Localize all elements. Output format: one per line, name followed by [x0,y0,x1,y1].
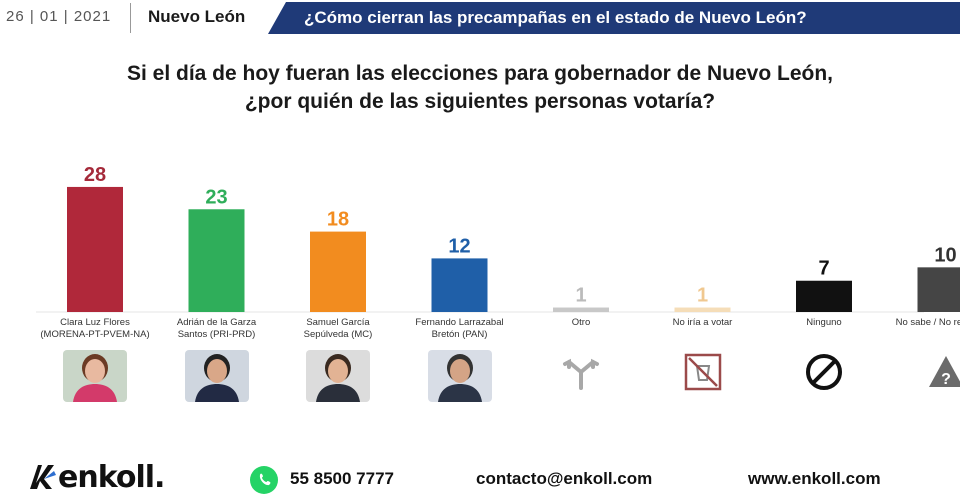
category-label-2: Samuel García Sepúlveda (MC) [278,317,398,341]
photo-clara-luz [63,350,127,402]
category-label-5-line-0: No iría a votar [672,317,733,328]
enkoll-mark-icon [28,463,58,491]
bar-1 [188,209,245,312]
photo-fernando-larrazabal [427,350,492,402]
brand-logo: enkoll. [28,460,165,495]
category-label-4: Otro [521,317,641,329]
contact-email[interactable]: contacto@enkoll.com [476,469,653,488]
no-vote-icon [683,352,723,397]
category-label-3-line-0: Fernando Larrazabal [415,317,504,328]
date-label: 26 | 01 | 2021 [6,8,112,25]
question-banner: ¿Cómo cierran las precampañas en el esta… [268,2,960,34]
category-label-1-line-1: Santos (PRI-PRD) [177,329,256,340]
chart-title-line-2: ¿por quién de las siguientes personas vo… [244,90,716,113]
question-banner-text: ¿Cómo cierran las precampañas en el esta… [304,8,807,27]
bar-value-label-6: 7 [818,258,829,280]
category-label-0: Clara Luz Flores (MORENA-PT-PVEM-NA) [35,317,155,341]
category-label-3-line-1: Bretón (PAN) [431,329,488,340]
category-label-2-line-0: Samuel García [306,317,370,328]
chart-title: Si el día de hoy fueran las elecciones p… [0,60,960,116]
question-warning-icon: ? [926,352,960,397]
bar-value-label-0: 28 [84,164,106,186]
bar-7 [917,267,960,312]
chart-title-line-1: Si el día de hoy fueran las elecciones p… [126,62,834,85]
category-label-4-line-0: Otro [571,317,591,328]
bar-value-label-7: 10 [934,244,956,266]
photo-samuel-garcia [306,350,370,402]
category-label-6-line-0: Ninguno [806,317,842,328]
header-bar: 26 | 01 | 2021 Nuevo León ¿Cómo cierran … [0,0,960,36]
header-divider [130,3,131,33]
category-label-0-line-0: Clara Luz Flores [60,317,130,328]
bar-value-label-5: 1 [697,285,708,307]
website-link[interactable]: www.enkoll.com [748,469,881,488]
bar-value-label-3: 12 [448,235,470,257]
whatsapp-icon [250,466,278,494]
category-label-6: Ninguno [764,317,884,329]
category-label-2-line-1: Sepúlveda (MC) [303,329,373,340]
photo-adrian-garza [184,350,249,402]
bar-0 [67,186,123,312]
brand-name: enkoll. [58,460,165,495]
category-label-5: No iría a votar [643,317,763,329]
category-label-7-line-0: No sabe / No respondió [895,317,960,328]
category-label-0-line-1: (MORENA-PT-PVEM-NA) [40,329,150,340]
bar-value-label-2: 18 [327,209,349,231]
bar-5 [674,307,731,312]
svg-text:?: ? [941,371,951,388]
category-label-3: Fernando Larrazabal Bretón (PAN) [400,317,520,341]
category-label-1-line-0: Adrián de la Garza [176,317,257,328]
bar-2 [310,231,366,312]
bar-4 [553,307,609,312]
bar-chart: 28 23 18 12 1 1 7 10 [36,164,960,313]
state-label: Nuevo León [148,7,246,26]
prohibited-icon [804,352,844,397]
phone-number: 55 8500 7777 [290,469,394,488]
split-arrows-icon [561,352,601,397]
category-label-1: Adrián de la Garza Santos (PRI-PRD) [157,317,277,341]
bar-6 [796,280,852,312]
bar-value-label-4: 1 [575,285,586,307]
bar-value-label-1: 23 [205,186,227,208]
footer: enkoll. 55 8500 7777 contacto@enkoll.com… [0,454,960,502]
category-label-7: No sabe / No respondió [886,317,960,329]
bar-3 [431,258,488,312]
